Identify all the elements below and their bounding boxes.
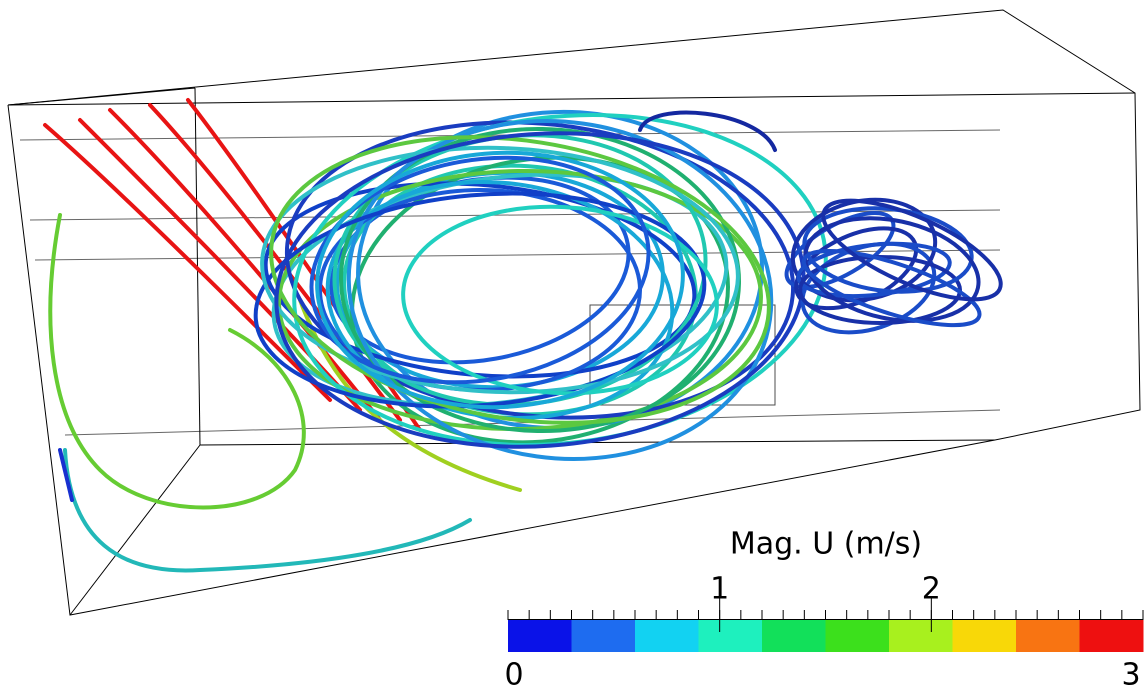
- streamline: [65, 450, 470, 570]
- range-min-label: 0: [504, 658, 523, 693]
- legend-title: Mag. U (m/s): [730, 527, 922, 562]
- legend-swatch: [635, 620, 699, 652]
- page: Mag. U (m/s) 1203 (() => { const data = …: [0, 0, 1146, 693]
- legend-swatch: [508, 620, 572, 652]
- legend-swatch: [826, 620, 890, 652]
- legend-swatch: [953, 620, 1017, 652]
- streamlines: [45, 86, 1013, 571]
- tick-label: 2: [922, 572, 941, 607]
- legend-swatch: [699, 620, 763, 652]
- legend-swatch: [1080, 620, 1144, 652]
- tick-label: 1: [710, 572, 729, 607]
- legend-swatch: [1016, 620, 1080, 652]
- legend-swatch: [572, 620, 636, 652]
- viewport: Mag. U (m/s) 1 2 0 3: [0, 0, 1146, 693]
- box-edge: [8, 88, 195, 105]
- box-outline: [8, 10, 1140, 615]
- legend-swatch: [889, 620, 953, 652]
- box-edge: [8, 93, 1135, 105]
- color-legend: Mag. U (m/s) 1 2 0 3: [504, 527, 1143, 693]
- domain-box: [8, 10, 1140, 615]
- range-max-label: 3: [1121, 658, 1140, 693]
- legend-swatch: [762, 620, 826, 652]
